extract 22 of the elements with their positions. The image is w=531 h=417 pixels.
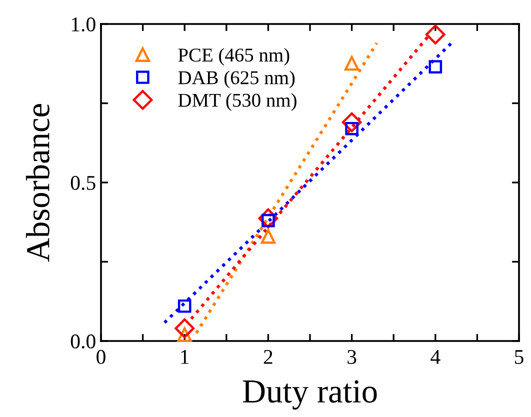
- x-axis-title: Duty ratio: [242, 380, 377, 410]
- x-tick-label: 0: [96, 350, 106, 364]
- point: [428, 60, 442, 74]
- point: [344, 56, 360, 71]
- y-tick-label: 0.0: [70, 334, 96, 349]
- x-tick-label: 4: [430, 350, 440, 364]
- x-tick-label: 3: [348, 350, 356, 364]
- legend-label: DAB (625 nm): [178, 70, 295, 88]
- point: [425, 24, 446, 44]
- point: [174, 318, 195, 338]
- point: [178, 299, 192, 313]
- y-axis-title: Absorbance: [26, 104, 50, 262]
- x-tick-label: 2: [264, 350, 272, 364]
- y-tick-label: 0.5: [70, 176, 96, 190]
- legend-label: DMT (530 nm): [178, 93, 296, 111]
- legend-label: PCE (465 nm): [178, 48, 290, 66]
- point: [342, 112, 362, 132]
- point: [258, 208, 278, 228]
- y-tick-label: 1.0: [72, 17, 96, 32]
- x-tick-label: 5: [515, 350, 524, 364]
- point: [260, 229, 276, 244]
- x-tick-label: 1: [181, 350, 189, 364]
